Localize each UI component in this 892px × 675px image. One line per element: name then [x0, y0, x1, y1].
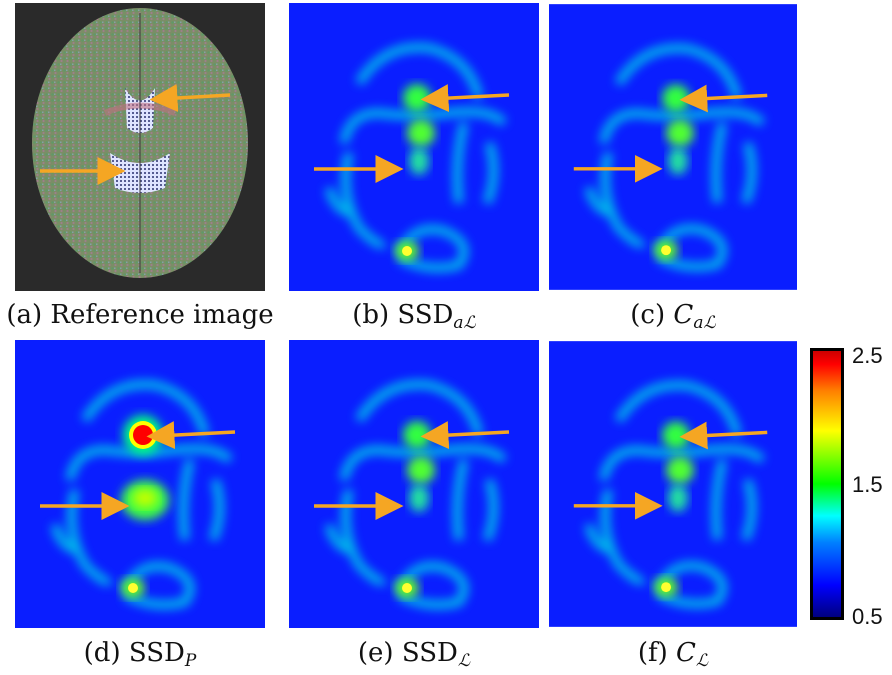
panel-a-reference-image	[15, 3, 265, 291]
arrow-a-upper	[149, 84, 231, 112]
caption-a: (a) Reference image	[6, 300, 274, 330]
colorbar-min-label: 0.5	[852, 604, 883, 629]
caption-b: (b) SSDaℒ	[352, 300, 476, 333]
caption-d: (d) SSDP	[83, 638, 197, 671]
caption-c: (c) Caℒ	[630, 300, 716, 333]
panel-e-map	[288, 340, 540, 628]
colorbar	[810, 348, 844, 620]
caption-e: (e) SSDℒ	[357, 638, 471, 671]
colorbar-mid-label: 1.5	[852, 472, 883, 497]
panel-f-map	[549, 340, 797, 628]
panel-c-map	[549, 3, 797, 291]
panel-b-map	[288, 3, 540, 291]
caption-f: (f) Cℒ	[637, 638, 709, 671]
panel-d-map	[15, 340, 265, 628]
colorbar-max-label: 2.5	[852, 343, 883, 368]
